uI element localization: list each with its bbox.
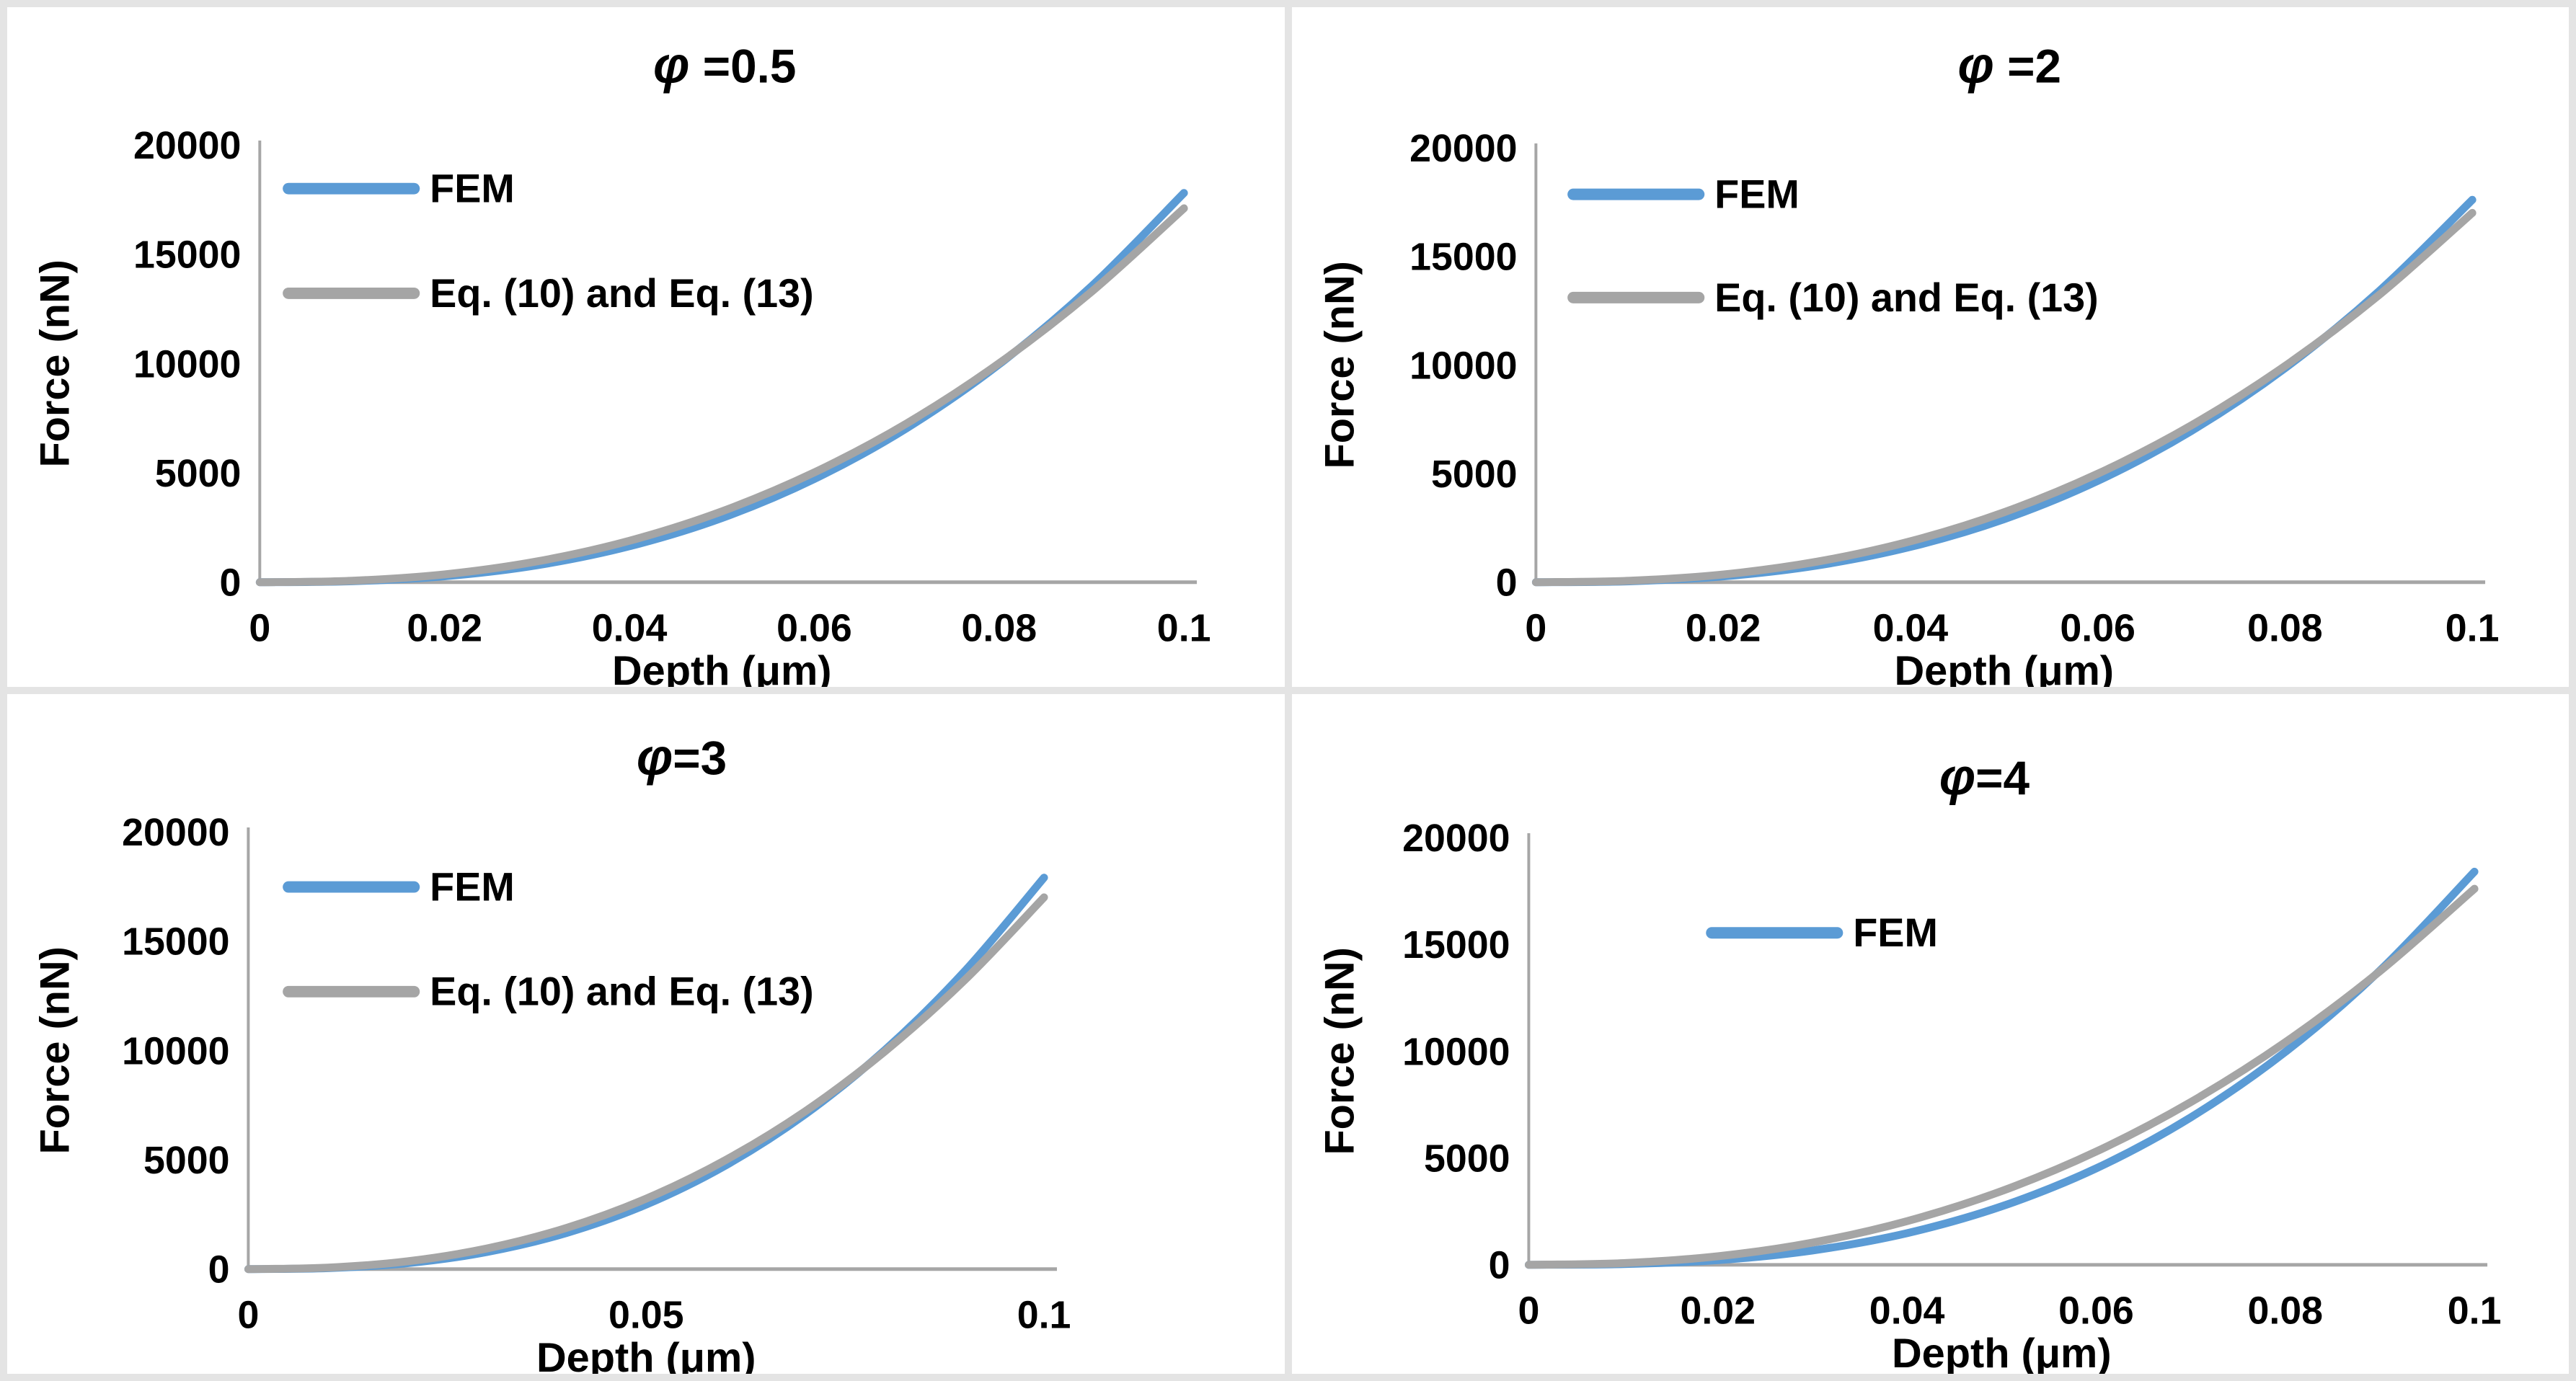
y-axis-title: Force (nN) <box>1316 947 1363 1155</box>
x-tick-label: 0.06 <box>2060 606 2135 649</box>
chart-panel-phi-2: 0 5000 10000 15000 20000 0 0.02 0.04 0.06 0.08 0.1… <box>1291 7 2569 687</box>
legend-label: Eq. (10) and Eq. (13) <box>430 969 814 1014</box>
series-line-fem <box>255 189 1188 587</box>
x-tick-label: 0.02 <box>1680 1289 1756 1332</box>
x-tick-label: 0.06 <box>776 606 852 649</box>
x-tick-label: 0.1 <box>2445 606 2499 649</box>
y-tick-label: 10000 <box>1409 344 1517 387</box>
chart-phi-0.5: 0 5000 10000 15000 20000 0 0.02 0.04 0.06 0.08 0.1… <box>32 36 1211 687</box>
chart-title: φ =0.5 <box>653 36 796 94</box>
x-tick-label: 0.1 <box>1017 1293 1071 1336</box>
x-tick-label: 0 <box>237 1293 259 1336</box>
x-axis-title: Depth (μm) <box>1892 1331 2112 1374</box>
legend-label: FEM <box>1853 910 1938 955</box>
x-tick-label: 0 <box>249 606 270 649</box>
chart-title-phi: φ <box>637 728 673 786</box>
y-tick-label: 15000 <box>122 920 229 964</box>
series-line-eq <box>1531 208 2477 587</box>
y-tick-label: 10000 <box>133 342 241 386</box>
y-tick-label: 15000 <box>1409 236 1517 279</box>
chart-title-value: =4 <box>1975 752 2030 804</box>
x-tick-label: 0.02 <box>407 606 482 649</box>
chart-title: φ=3 <box>637 728 727 786</box>
legend-label: FEM <box>1714 172 1800 217</box>
y-tick-label: 0 <box>1488 1244 1510 1287</box>
y-tick-label: 20000 <box>122 811 229 854</box>
y-tick-label: 0 <box>220 561 242 605</box>
chart-title-value: =3 <box>673 732 727 784</box>
x-tick-label: 0 <box>1518 1289 1539 1332</box>
chart-title: φ=4 <box>1939 748 2030 806</box>
legend-label: FEM <box>430 166 515 211</box>
y-axis-title: Force (nN) <box>32 259 79 467</box>
chart-title-phi: φ <box>1939 748 1975 806</box>
series-line-eq <box>244 893 1048 1274</box>
y-tick-label: 20000 <box>1402 817 1510 860</box>
x-tick-label: 0.02 <box>1685 606 1761 649</box>
y-tick-label: 0 <box>208 1248 230 1292</box>
x-tick-label: 0.1 <box>2447 1289 2501 1332</box>
chart-phi-3: 0 5000 10000 15000 20000 0 0.05 0.1 Force (nN) De… <box>32 728 1071 1374</box>
x-tick-label: 0.04 <box>592 606 668 649</box>
y-axis-title: Force (nN) <box>1316 261 1363 469</box>
series-line-fem <box>1524 867 2479 1269</box>
x-tick-label: 0.06 <box>2058 1289 2134 1332</box>
x-tick-label: 0.04 <box>1872 606 1948 649</box>
y-tick-label: 20000 <box>1409 127 1517 170</box>
legend-label: FEM <box>430 864 515 909</box>
y-axis-title: Force (nN) <box>32 946 79 1154</box>
y-tick-label: 5000 <box>155 452 242 495</box>
chart-title-phi: φ <box>1957 36 1993 94</box>
chart-panel-phi-4: 0 5000 10000 15000 20000 0 0.02 0.04 0.06 0.08 0.1… <box>1291 694 2569 1374</box>
chart-title-value: =2 <box>1993 40 2061 92</box>
y-tick-label: 15000 <box>1402 923 1510 967</box>
series-line-eq <box>1524 884 2479 1269</box>
series-line-fem <box>244 874 1048 1274</box>
chart-panel-phi-3: 0 5000 10000 15000 20000 0 0.05 0.1 Force (nN) De… <box>7 694 1285 1374</box>
series-line-eq <box>255 204 1188 587</box>
x-tick-label: 0.08 <box>962 606 1037 649</box>
x-axis-title: Depth (μm) <box>612 648 832 687</box>
x-tick-label: 0.08 <box>2247 606 2323 649</box>
y-tick-label: 10000 <box>122 1029 229 1073</box>
chart-phi-2: 0 5000 10000 15000 20000 0 0.02 0.04 0.06 0.08 0.1… <box>1316 36 2499 687</box>
chart-title: φ =2 <box>1957 36 2061 94</box>
x-tick-label: 0.1 <box>1157 606 1211 649</box>
y-tick-label: 5000 <box>1430 453 1517 496</box>
y-tick-label: 5000 <box>143 1139 230 1182</box>
legend-label: Eq. (10) and Eq. (13) <box>1714 275 2099 320</box>
legend-label: Eq. (10) and Eq. (13) <box>430 271 814 316</box>
x-tick-label: 0.08 <box>2247 1289 2323 1332</box>
x-tick-label: 0 <box>1525 606 1546 649</box>
x-tick-label: 0.04 <box>1869 1289 1944 1332</box>
y-tick-label: 15000 <box>133 234 241 277</box>
chart-panel-phi-0.5: 0 5000 10000 15000 20000 0 0.02 0.04 0.06 0.08 0.1… <box>7 7 1285 687</box>
y-tick-label: 20000 <box>133 124 241 167</box>
y-tick-label: 0 <box>1495 561 1517 605</box>
chart-phi-4: 0 5000 10000 15000 20000 0 0.02 0.04 0.06 0.08 0.1… <box>1316 748 2501 1374</box>
y-tick-label: 5000 <box>1424 1137 1510 1180</box>
y-tick-label: 10000 <box>1402 1030 1510 1073</box>
x-axis-title: Depth (μm) <box>536 1335 756 1374</box>
x-axis-title: Depth (μm) <box>1894 648 2114 687</box>
x-tick-label: 0.05 <box>608 1293 684 1336</box>
chart-title-phi: φ <box>653 36 689 94</box>
series-line-fem <box>1531 195 2477 587</box>
chart-title-value: =0.5 <box>689 40 796 92</box>
